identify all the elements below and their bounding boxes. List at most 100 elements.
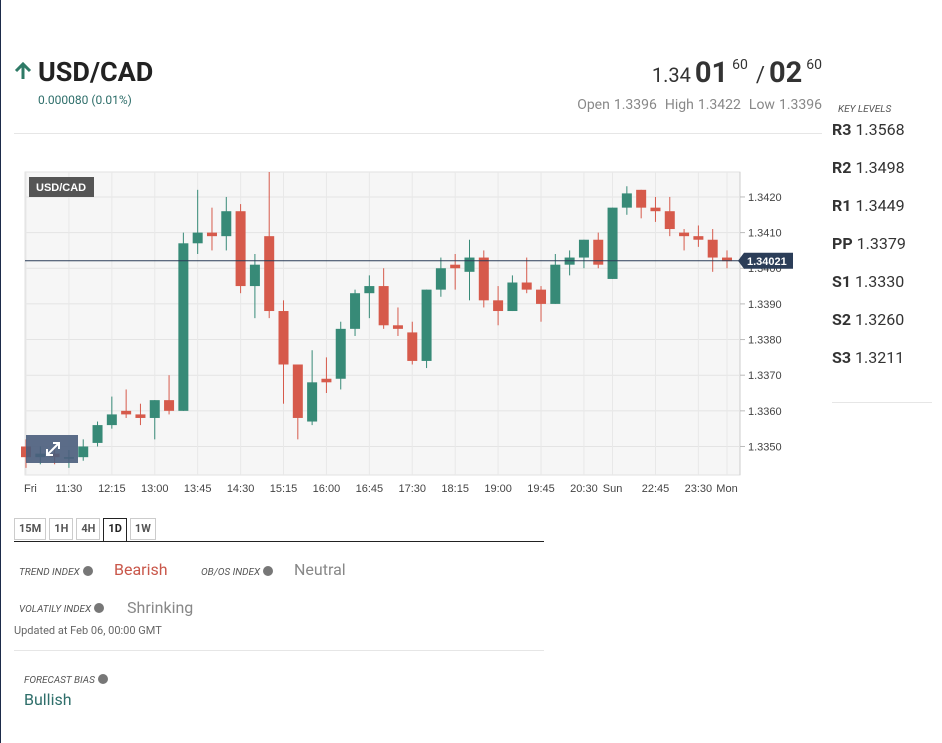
- timeframe-tab[interactable]: 1W: [129, 518, 156, 540]
- level-label: PP: [832, 234, 853, 253]
- trend-label: TREND INDEX: [19, 566, 93, 578]
- label-text: OB/OS INDEX: [201, 567, 261, 578]
- session-value: 1.3396: [613, 97, 657, 113]
- y-tick-label: 1.3360: [748, 406, 782, 418]
- label-text: TREND INDEX: [19, 567, 80, 578]
- candle-body: [164, 400, 175, 411]
- help-icon[interactable]: [82, 566, 93, 576]
- bid-big: 1.34: [651, 63, 691, 87]
- help-icon[interactable]: [94, 603, 105, 613]
- candle-body: [321, 378, 332, 383]
- candle-body: [650, 207, 661, 212]
- x-tick-label: 17:30: [398, 483, 426, 495]
- session-label: High: [664, 97, 694, 113]
- x-tick-label: 23:30: [685, 483, 713, 495]
- x-tick-label: 16:00: [313, 483, 341, 495]
- key-levels-title: KEY LEVELS: [838, 104, 892, 115]
- candle-body: [450, 264, 461, 269]
- updated: Updated at Feb 06, 00:00 GMT: [14, 624, 162, 637]
- candle-body: [478, 257, 489, 301]
- session-item: Low 1.3396: [749, 97, 822, 113]
- candle-body: [364, 286, 375, 294]
- edge: [0, 0, 1, 743]
- candle-body: [407, 332, 418, 361]
- candle-body: [350, 293, 361, 329]
- candle-body: [664, 211, 675, 230]
- level-value: 1.3330: [855, 272, 905, 291]
- candle-body: [249, 264, 260, 287]
- expand-icon: [46, 442, 60, 456]
- session-item: High 1.3422: [665, 97, 741, 113]
- candle-body: [135, 414, 146, 418]
- candle-body: [264, 236, 275, 312]
- candle-body: [493, 300, 504, 312]
- session-item: Open 1.3396: [577, 97, 657, 113]
- y-tick-label: 1.3380: [748, 335, 782, 347]
- obos-value: Neutral: [294, 560, 346, 579]
- timeframe-tab[interactable]: 4H: [76, 518, 101, 540]
- chart: 1.33501.33601.33701.33801.33901.34001.34…: [21, 171, 793, 495]
- candle-body: [392, 325, 403, 329]
- label-text: VOLATILY INDEX: [19, 604, 92, 615]
- candle-body: [578, 239, 589, 258]
- bid-fraction: 60: [732, 57, 748, 73]
- level-value: 1.3260: [855, 310, 905, 329]
- timeframe-tab[interactable]: 1D: [103, 518, 127, 542]
- separator: /: [755, 63, 765, 88]
- session-value: 1.3422: [697, 97, 741, 113]
- symbol: USD/CAD: [38, 56, 154, 88]
- candle-body: [550, 264, 561, 304]
- key-level: S2 1.3260: [832, 310, 904, 329]
- last-price-tag: [738, 252, 793, 269]
- candle-body: [78, 446, 89, 458]
- key-level: S3 1.3211: [832, 348, 904, 367]
- y-tick-label: 1.3390: [748, 299, 782, 311]
- level-label: S3: [832, 348, 852, 367]
- y-tick-label: 1.3350: [748, 441, 782, 453]
- candle-body: [221, 211, 232, 237]
- candle-body: [235, 211, 246, 287]
- candle-body: [435, 268, 446, 290]
- candle-body: [722, 257, 732, 262]
- level-value: 1.3568: [855, 120, 905, 139]
- candle-body: [206, 232, 217, 237]
- help-icon[interactable]: [263, 566, 274, 576]
- change: 0.000080 (0.01%): [38, 93, 132, 107]
- tab-underline: [14, 541, 544, 542]
- forecast-label: FORECAST BIAS: [24, 674, 108, 686]
- divider: [832, 402, 932, 403]
- forecast-value: Bullish: [24, 690, 72, 709]
- level-label: R3: [832, 120, 852, 139]
- key-level: R1 1.3449: [832, 196, 905, 215]
- timeframe-tab[interactable]: 15M: [14, 518, 47, 540]
- candle-body: [636, 189, 647, 208]
- candle-body: [292, 364, 303, 418]
- volatility-label: VOLATILY INDEX: [19, 603, 105, 615]
- timeframe-tabs: 15M 1H 4H 1D 1W: [14, 518, 159, 542]
- x-tick-label: 22:45: [642, 483, 670, 495]
- level-value: 1.3449: [855, 196, 905, 215]
- level-value: 1.3211: [855, 348, 905, 367]
- bid-pips: 01: [694, 56, 729, 90]
- volatility-value: Shrinking: [127, 598, 194, 617]
- level-label: S1: [832, 272, 852, 291]
- candle-body: [106, 414, 117, 426]
- key-level: S1 1.3330: [832, 272, 904, 291]
- chart-title: USD/CAD: [36, 182, 86, 194]
- candle-body: [521, 282, 532, 290]
- timeframe-tab[interactable]: 1H: [49, 518, 74, 540]
- help-icon[interactable]: [97, 674, 108, 684]
- chart-label-box: [29, 177, 94, 197]
- candle-body: [464, 257, 475, 272]
- candle-body: [278, 311, 289, 365]
- key-level: R2 1.3498: [832, 158, 905, 177]
- session-value: 1.3396: [778, 97, 822, 113]
- session-label: Low: [748, 97, 775, 113]
- x-tick-label: Fri: [24, 483, 37, 495]
- obos-label: OB/OS INDEX: [201, 566, 274, 578]
- candle-body: [536, 289, 547, 304]
- y-tick-label: 1.3370: [748, 370, 782, 382]
- candle-body: [307, 382, 318, 422]
- x-tick-label: 14:30: [227, 483, 255, 495]
